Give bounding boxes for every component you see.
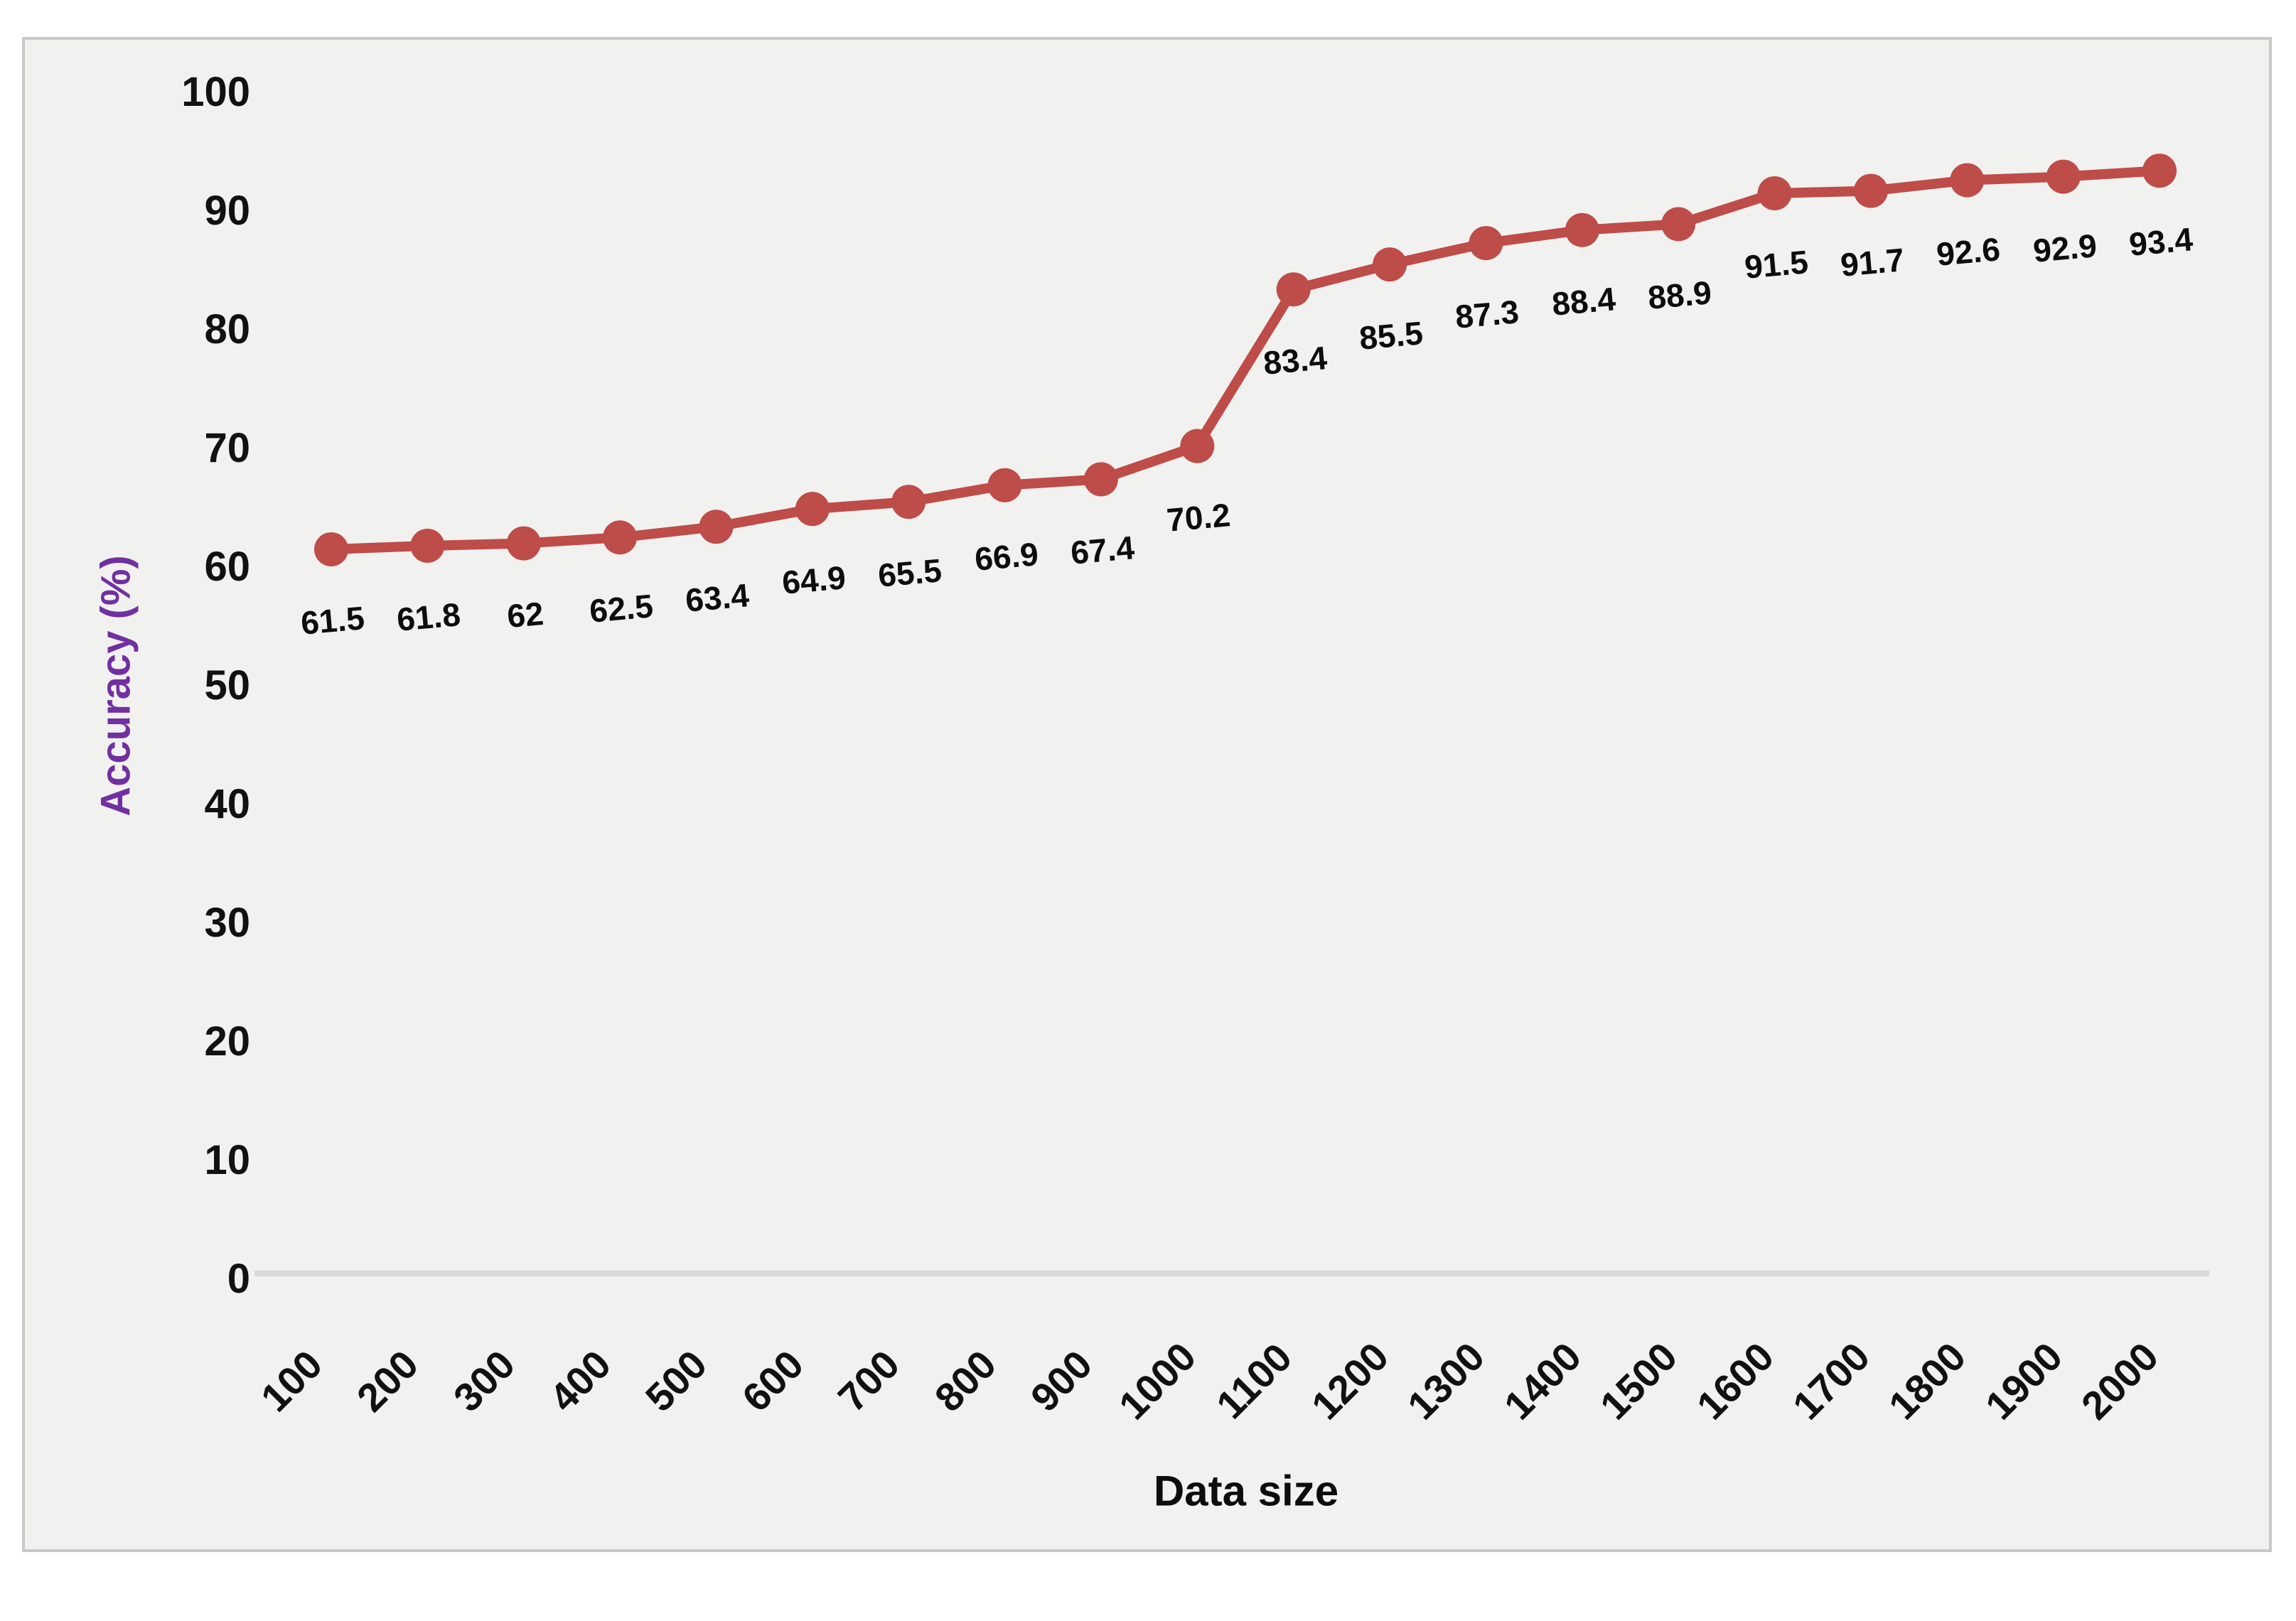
data-point-label: 67.4 <box>1069 529 1136 572</box>
data-point-marker <box>1469 226 1503 261</box>
data-point-marker <box>891 485 926 519</box>
data-point-label: 63.4 <box>684 576 751 620</box>
series-line <box>326 166 2165 554</box>
data-point-label: 62.5 <box>588 587 655 630</box>
data-point-marker <box>314 532 348 566</box>
x-axis-line <box>254 1271 2209 1276</box>
data-point-label: 65.5 <box>876 551 944 594</box>
data-point-marker <box>1373 247 1407 282</box>
data-point-marker <box>1950 163 1985 198</box>
data-point-label: 91.5 <box>1742 243 1810 286</box>
y-tick-label: 80 <box>204 306 250 352</box>
data-point-marker <box>1757 176 1792 210</box>
y-tick-label: 30 <box>204 900 250 946</box>
data-point-marker <box>2046 159 2081 194</box>
data-point-marker <box>506 526 541 561</box>
y-tick-label: 100 <box>181 69 250 115</box>
y-tick-label: 50 <box>204 662 250 709</box>
y-tick-label: 90 <box>204 188 250 234</box>
data-point-label: 92.9 <box>2031 226 2098 269</box>
data-point-label: 92.6 <box>1935 230 2002 273</box>
data-point-marker <box>1083 462 1118 497</box>
data-point-label: 93.4 <box>2128 220 2194 264</box>
y-tick-label: 70 <box>204 425 250 471</box>
data-point-marker <box>2142 154 2177 188</box>
data-point-label: 61.8 <box>395 596 463 638</box>
data-point-label: 87.3 <box>1454 293 1521 335</box>
data-point-marker <box>795 492 830 527</box>
data-point-label: 85.5 <box>1358 314 1425 357</box>
data-point-label: 61.5 <box>299 599 366 642</box>
data-point-label: 64.9 <box>780 559 847 601</box>
data-point-label: 88.4 <box>1550 279 1617 323</box>
data-point-label: 66.9 <box>972 534 1040 578</box>
data-point-label: 91.7 <box>1839 240 1906 284</box>
y-tick-label: 0 <box>227 1256 250 1302</box>
y-tick-label: 40 <box>204 781 250 827</box>
data-point-marker <box>1180 429 1215 463</box>
data-point-label: 70.2 <box>1165 495 1233 539</box>
y-axis-title: Accuracy (%) <box>92 555 139 817</box>
data-point-marker <box>410 528 445 563</box>
data-point-marker <box>1276 272 1311 307</box>
y-tick-label: 10 <box>204 1137 250 1183</box>
x-axis-title: Data size <box>1153 1467 1339 1515</box>
data-point-marker <box>699 510 734 544</box>
chart-panel <box>22 37 2272 1552</box>
data-point-marker <box>1853 173 1888 208</box>
data-point-marker <box>603 520 638 555</box>
data-point-marker <box>987 468 1022 502</box>
data-point-marker <box>1565 212 1599 247</box>
data-point-label: 88.9 <box>1646 274 1714 317</box>
y-tick-label: 60 <box>204 544 250 590</box>
data-point-label: 83.4 <box>1261 339 1329 382</box>
data-point-label: 62 <box>505 594 545 635</box>
data-point-marker <box>1661 207 1696 242</box>
y-tick-label: 20 <box>204 1018 250 1065</box>
